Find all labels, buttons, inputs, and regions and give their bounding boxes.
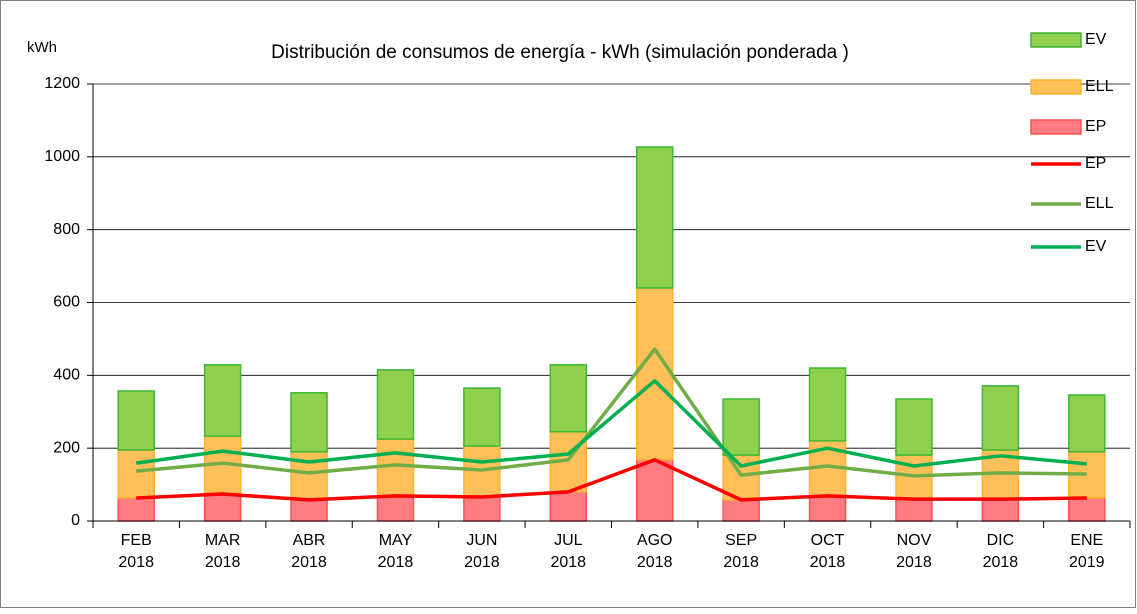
- x-tick-label: MAY 2018: [378, 532, 414, 571]
- legend-label: ELL: [1085, 195, 1114, 212]
- line-series: [136, 347, 1087, 478]
- x-tick-label: NOV 2018: [896, 532, 932, 571]
- line-series: [135, 379, 1087, 468]
- bar-segment: [981, 385, 1020, 451]
- y-tick-label: 0: [71, 512, 80, 529]
- y-tick-label: 200: [53, 439, 80, 456]
- bar-segment: [376, 369, 415, 440]
- x-tick-label: ABR 2018: [291, 532, 327, 571]
- bar-segment: [203, 492, 242, 522]
- bar-segment: [808, 367, 847, 442]
- bar-segment: [1068, 394, 1106, 453]
- bar-segment: [290, 392, 328, 453]
- x-tick-label: JUL 2018: [550, 532, 586, 571]
- y-tick-label: 1000: [44, 148, 80, 165]
- bar-segment: [376, 495, 415, 522]
- x-tick-label: ENE 2019: [1069, 532, 1105, 571]
- bar-segment: [635, 287, 674, 461]
- legend-label: EV: [1085, 238, 1107, 255]
- y-axis-label: kWh: [27, 39, 57, 56]
- y-tick-label: 1200: [44, 75, 80, 92]
- bar-segment: [1068, 497, 1106, 522]
- y-tick-label: 600: [53, 294, 80, 311]
- bar-segment: [549, 491, 588, 522]
- bar-segment: [635, 459, 674, 522]
- bar-segment: [117, 390, 155, 451]
- legend-label: EP: [1085, 155, 1106, 172]
- bar-segment: [117, 497, 155, 522]
- legend-label: ELL: [1085, 78, 1114, 95]
- x-tick-label: AGO 2018: [637, 532, 673, 571]
- bar-segment: [635, 146, 674, 289]
- bar-segment: [722, 499, 760, 522]
- legend-label: EP: [1085, 118, 1106, 135]
- bar-segment: [203, 364, 242, 437]
- bar-segment: [895, 398, 933, 456]
- legend-swatch: [1030, 119, 1082, 135]
- y-tick-label: 800: [53, 221, 80, 238]
- bar-segment: [290, 499, 328, 522]
- bar-segment: [895, 498, 933, 522]
- bar-segment: [722, 398, 760, 456]
- legend-label: EV: [1085, 31, 1107, 48]
- line-series: [136, 458, 1087, 502]
- legend-swatch: [1030, 32, 1082, 48]
- bar-segment: [463, 496, 501, 522]
- bar-segment: [549, 364, 588, 433]
- x-tick-label: SEP 2018: [723, 532, 759, 571]
- x-tick-label: OCT 2018: [810, 532, 846, 571]
- chart-title: Distribución de consumos de energía - kW…: [271, 42, 849, 63]
- bar-segment: [463, 387, 501, 447]
- bar-segment: [117, 449, 155, 499]
- x-tick-label: JUN 2018: [464, 532, 500, 571]
- bar-segment: [808, 495, 847, 522]
- x-tick-label: FEB 2018: [118, 532, 154, 571]
- x-tick-label: DIC 2018: [983, 532, 1019, 571]
- legend-swatch: [1030, 79, 1082, 95]
- y-tick-label: 400: [53, 367, 80, 384]
- bar-segment: [981, 498, 1020, 522]
- x-tick-label: MAR 2018: [205, 532, 241, 571]
